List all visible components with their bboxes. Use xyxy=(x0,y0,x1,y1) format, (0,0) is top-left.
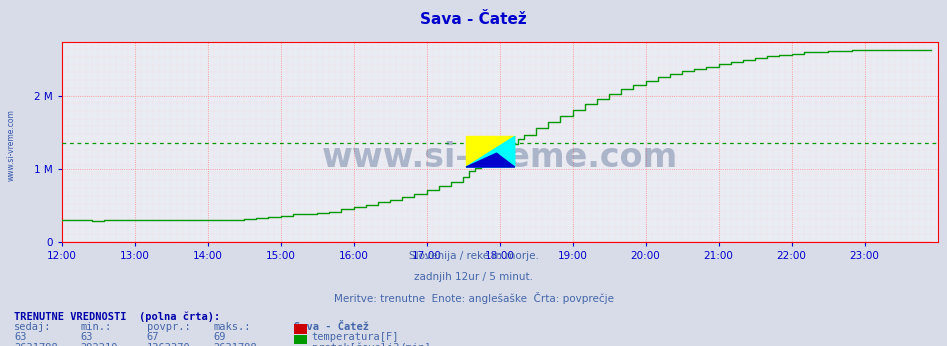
Text: 63: 63 xyxy=(80,332,93,342)
Text: www.si-vreme.com: www.si-vreme.com xyxy=(7,109,16,181)
Text: Slovenija / reke in morje.: Slovenija / reke in morje. xyxy=(408,251,539,261)
Text: sedaj:: sedaj: xyxy=(14,322,52,332)
Text: temperatura[F]: temperatura[F] xyxy=(312,332,399,342)
Text: 2631798: 2631798 xyxy=(213,343,257,346)
Polygon shape xyxy=(466,153,515,167)
Text: 67: 67 xyxy=(147,332,159,342)
Text: Meritve: trenutne  Enote: anglešaške  Črta: povprečje: Meritve: trenutne Enote: anglešaške Črta… xyxy=(333,292,614,304)
Polygon shape xyxy=(466,136,515,167)
Text: Sava - Čatež: Sava - Čatež xyxy=(420,12,527,27)
Text: Sava - Čatež: Sava - Čatež xyxy=(294,322,368,332)
Polygon shape xyxy=(466,136,515,167)
Text: 1363370: 1363370 xyxy=(147,343,190,346)
Text: pretok[čevelj3/min]: pretok[čevelj3/min] xyxy=(312,343,430,346)
Text: TRENUTNE VREDNOSTI  (polna črta):: TRENUTNE VREDNOSTI (polna črta): xyxy=(14,311,221,322)
Text: 2631798: 2631798 xyxy=(14,343,58,346)
Text: povpr.:: povpr.: xyxy=(147,322,190,332)
Text: 63: 63 xyxy=(14,332,27,342)
Text: min.:: min.: xyxy=(80,322,112,332)
Text: zadnjih 12ur / 5 minut.: zadnjih 12ur / 5 minut. xyxy=(414,272,533,282)
Text: 69: 69 xyxy=(213,332,225,342)
Text: www.si-vreme.com: www.si-vreme.com xyxy=(321,142,678,174)
Text: maks.:: maks.: xyxy=(213,322,251,332)
Text: 292210: 292210 xyxy=(80,343,118,346)
